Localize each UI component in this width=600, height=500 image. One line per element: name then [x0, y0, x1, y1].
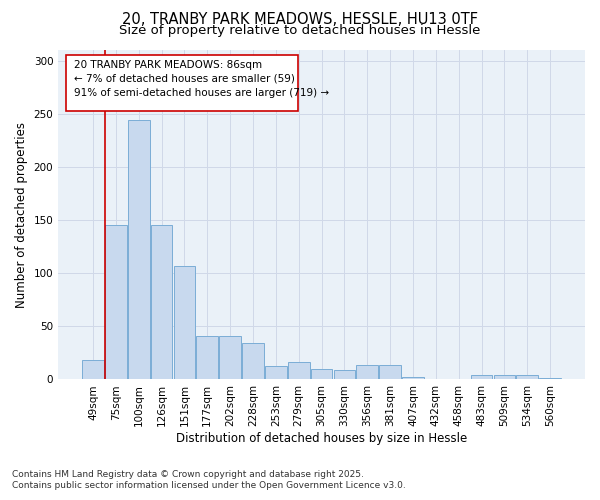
- Text: 20, TRANBY PARK MEADOWS, HESSLE, HU13 0TF: 20, TRANBY PARK MEADOWS, HESSLE, HU13 0T…: [122, 12, 478, 28]
- Bar: [356, 364, 378, 380]
- Bar: [105, 226, 127, 380]
- Text: 20 TRANBY PARK MEADOWS: 86sqm
← 7% of detached houses are smaller (59)
91% of se: 20 TRANBY PARK MEADOWS: 86sqm ← 7% of de…: [74, 60, 329, 98]
- Bar: [242, 344, 264, 380]
- Bar: [517, 375, 538, 380]
- Bar: [334, 370, 355, 380]
- Bar: [151, 226, 172, 380]
- Y-axis label: Number of detached properties: Number of detached properties: [15, 122, 28, 308]
- Bar: [471, 375, 493, 380]
- Bar: [82, 360, 104, 380]
- Bar: [379, 364, 401, 380]
- Bar: [311, 369, 332, 380]
- Bar: [288, 362, 310, 380]
- Text: Contains HM Land Registry data © Crown copyright and database right 2025.: Contains HM Land Registry data © Crown c…: [12, 470, 364, 479]
- Bar: [265, 366, 287, 380]
- Text: Contains public sector information licensed under the Open Government Licence v3: Contains public sector information licen…: [12, 481, 406, 490]
- Bar: [402, 378, 424, 380]
- Bar: [196, 336, 218, 380]
- Bar: [173, 266, 195, 380]
- Text: Size of property relative to detached houses in Hessle: Size of property relative to detached ho…: [119, 24, 481, 37]
- Bar: [128, 120, 149, 380]
- Bar: [539, 378, 561, 380]
- X-axis label: Distribution of detached houses by size in Hessle: Distribution of detached houses by size …: [176, 432, 467, 445]
- Bar: [219, 336, 241, 380]
- Bar: [494, 375, 515, 380]
- FancyBboxPatch shape: [66, 55, 298, 111]
